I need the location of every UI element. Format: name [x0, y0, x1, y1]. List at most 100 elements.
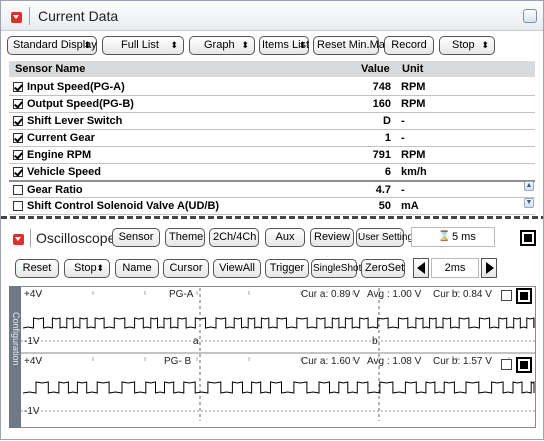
ch1-cursor-a: Cur a: 0.89 V: [301, 289, 360, 300]
sensor-unit: RPM: [401, 149, 426, 161]
row-checkbox[interactable]: [13, 82, 23, 92]
standard-display-dropdown[interactable]: Standard Display ⬍: [7, 36, 97, 55]
sensor-unit: km/h: [401, 166, 427, 178]
sensor-unit: -: [401, 132, 405, 144]
sensor-unit: -: [401, 115, 405, 127]
chevron-icon: ⬍: [481, 40, 489, 50]
sensor-name: Current Gear: [27, 132, 95, 144]
table-row[interactable]: Input Speed(PG-A) 748 RPM: [9, 79, 535, 96]
review-button[interactable]: Review: [310, 228, 354, 247]
reset-button[interactable]: Reset: [15, 259, 59, 278]
sensor-name: Output Speed(PG-B): [27, 98, 134, 110]
row-checkbox[interactable]: [13, 99, 23, 109]
configuration-tab[interactable]: Configuration: [9, 286, 21, 428]
singleshot-button[interactable]: SingleShot: [311, 259, 361, 278]
sensor-table-header: Sensor Name Value Unit: [9, 61, 535, 77]
ch1-cursor-b: Cur b: 0.84 V: [433, 289, 492, 300]
row-checkbox[interactable]: [13, 133, 23, 143]
table-row[interactable]: Gear Ratio 4.7-: [9, 182, 535, 199]
sensor-name: Gear Ratio: [27, 184, 83, 196]
timebase-display[interactable]: ⌛ 5 ms: [411, 227, 495, 247]
triangle-right-icon: [486, 262, 494, 274]
osc-header-separator: [30, 229, 31, 247]
scope-stop-dropdown[interactable]: Stop ⬍: [64, 259, 110, 278]
record-button[interactable]: Record: [384, 36, 434, 55]
sensor-value: D: [383, 115, 391, 127]
time-increase-button[interactable]: [481, 258, 497, 278]
chevron-icon: ⬍: [83, 40, 91, 50]
ch2-checkbox[interactable]: [501, 359, 512, 370]
row-checkbox[interactable]: [13, 150, 23, 160]
table-row[interactable]: Shift Control Solenoid Valve A(UD/B) 50 mA: [9, 198, 535, 215]
sensor-value: 791: [372, 149, 391, 161]
full-list-label: Full List: [121, 39, 159, 51]
stop-scope-icon[interactable]: [520, 230, 536, 246]
full-list-dropdown[interactable]: Full List ⬍: [102, 36, 184, 55]
column-unit: Unit: [402, 63, 424, 75]
row-separator: [9, 163, 535, 164]
chevron-icon: ⬍: [170, 40, 178, 50]
triangle-left-icon: [417, 262, 425, 274]
ch2-name: PG- B: [164, 356, 192, 367]
row-separator: [9, 95, 535, 96]
sensor-value: 748: [372, 81, 391, 93]
collapse-icon[interactable]: [11, 12, 22, 23]
aux-button[interactable]: Aux: [265, 228, 305, 247]
sensor-button[interactable]: Sensor: [112, 228, 160, 247]
stop-dropdown[interactable]: Stop ⬍: [439, 36, 495, 55]
ch1-stop-icon[interactable]: [516, 288, 532, 304]
row-separator: [9, 197, 535, 198]
ch2-stop-icon[interactable]: [516, 357, 532, 373]
timebase-value: 5 ms: [452, 231, 476, 243]
viewall-button[interactable]: ViewAll: [213, 259, 261, 278]
user-setting-button[interactable]: User Setting: [356, 228, 413, 247]
sensor-unit: RPM: [401, 81, 426, 93]
graph-dropdown[interactable]: Graph ⬍: [189, 36, 255, 55]
sensor-unit: mA: [401, 200, 419, 212]
oscilloscope-title: Oscilloscope: [36, 230, 116, 246]
section-splitter[interactable]: [1, 216, 543, 219]
scope-stop-label: Stop: [74, 262, 97, 274]
ch1-waveform: [22, 317, 535, 329]
table-row[interactable]: Output Speed(PG-B) 160 RPM: [9, 96, 535, 113]
chevron-icon: ⬍: [241, 40, 249, 50]
items-list-dropdown[interactable]: Items List ⬍: [259, 36, 309, 55]
theme-button[interactable]: Theme: [165, 228, 205, 247]
timebase-icon: ⌛: [438, 231, 451, 242]
table-row[interactable]: Engine RPM 791 RPM: [9, 147, 535, 164]
sensor-value: 160: [372, 98, 391, 110]
row-checkbox[interactable]: [13, 201, 23, 211]
row-separator: [9, 180, 535, 182]
row-checkbox[interactable]: [13, 116, 23, 126]
scroll-up-icon[interactable]: ▲: [524, 181, 534, 191]
ch1-average: Avg : 1.00 V: [367, 289, 422, 300]
row-separator: [9, 112, 535, 113]
ch1-checkbox[interactable]: [501, 290, 512, 301]
maximize-icon[interactable]: [523, 9, 537, 23]
table-row[interactable]: Current Gear 1-: [9, 130, 535, 147]
channel-mode-button[interactable]: 2Ch/4Ch: [209, 228, 259, 247]
ch1-bottom-scale: -1V: [24, 336, 40, 347]
sensor-value: 1: [384, 132, 391, 144]
row-checkbox[interactable]: [13, 167, 23, 177]
table-row[interactable]: Shift Lever Switch D -: [9, 113, 535, 130]
oscilloscope-collapse-icon[interactable]: [13, 234, 24, 245]
ch2-cursor-a: Cur a: 1.60 V: [301, 356, 360, 367]
row-checkbox[interactable]: [13, 185, 23, 195]
name-button[interactable]: Name: [115, 259, 159, 278]
items-list-label: Items List: [262, 39, 310, 51]
header-separator: [29, 7, 30, 25]
scroll-down-icon[interactable]: ▼: [524, 198, 534, 208]
ch2-waveform: [22, 381, 535, 394]
standard-display-label: Standard Display: [13, 39, 97, 51]
current-data-header: Current Data: [1, 1, 543, 31]
zeroset-button[interactable]: ZeroSet: [361, 259, 405, 278]
time-decrease-button[interactable]: [413, 258, 429, 278]
ch2-bottom-scale: -1V: [24, 406, 40, 417]
table-row[interactable]: Vehicle Speed 6 km/h: [9, 164, 535, 181]
trigger-button[interactable]: Trigger: [265, 259, 309, 278]
cursor-button[interactable]: Cursor: [163, 259, 209, 278]
row-separator: [9, 214, 535, 215]
reset-minmax-button[interactable]: Reset Min.Max.: [313, 36, 393, 55]
